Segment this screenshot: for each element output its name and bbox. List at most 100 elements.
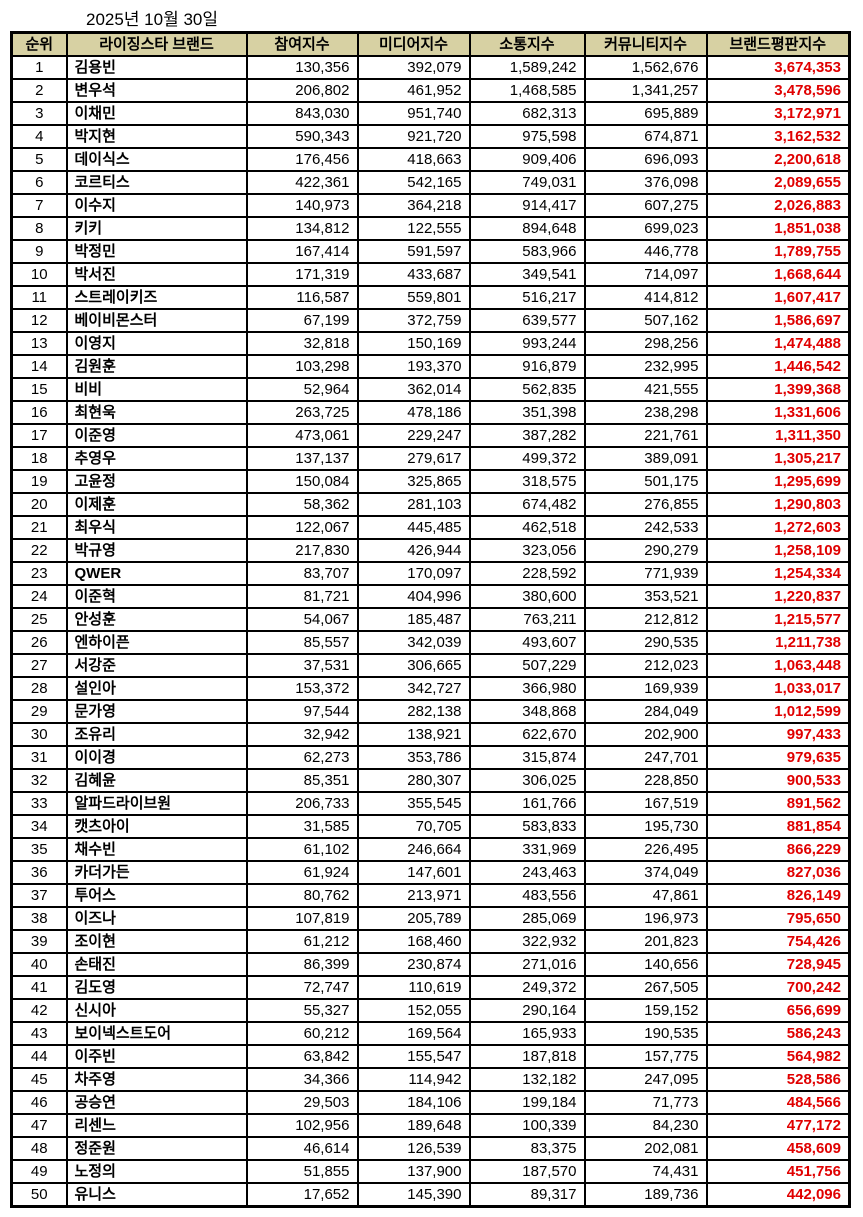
- table-row: 20 이제훈 58,362 281,103 674,482 276,855 1,290,80…: [10, 492, 851, 517]
- community-index-cell: 71,773: [583, 1090, 708, 1115]
- rank-cell: 11: [10, 285, 68, 310]
- table-row: 34 캣츠아이 31,585 70,705 583,833 195,730 881,854: [10, 814, 851, 839]
- communication-index-cell: 909,406: [468, 147, 586, 172]
- community-index-cell: 159,152: [583, 998, 708, 1023]
- reputation-index-cell: 656,699: [705, 998, 851, 1023]
- community-index-cell: 298,256: [583, 331, 708, 356]
- media-index-cell: 189,648: [356, 1113, 471, 1138]
- reputation-index-cell: 1,290,803: [705, 492, 851, 517]
- participation-index-cell: 116,587: [245, 285, 359, 310]
- brand-name-cell: 문가영: [65, 699, 248, 724]
- participation-index-cell: 37,531: [245, 653, 359, 678]
- rank-cell: 32: [10, 768, 68, 793]
- brand-name-cell: 박정민: [65, 239, 248, 264]
- table-row: 27 서강준 37,531 306,665 507,229 212,023 1,063,44…: [10, 653, 851, 678]
- rank-cell: 3: [10, 101, 68, 126]
- communication-index-cell: 290,164: [468, 998, 586, 1023]
- column-header-brand: 라이징스타 브랜드: [65, 31, 248, 57]
- rank-cell: 28: [10, 676, 68, 701]
- communication-index-cell: 639,577: [468, 308, 586, 333]
- brand-name-cell: 차주영: [65, 1067, 248, 1092]
- reputation-index-cell: 979,635: [705, 745, 851, 770]
- media-index-cell: 478,186: [356, 400, 471, 425]
- media-index-cell: 137,900: [356, 1159, 471, 1184]
- communication-index-cell: 916,879: [468, 354, 586, 379]
- table-row: 32 김혜윤 85,351 280,307 306,025 228,850 900,533: [10, 768, 851, 793]
- participation-index-cell: 61,924: [245, 860, 359, 885]
- participation-index-cell: 85,351: [245, 768, 359, 793]
- reputation-index-cell: 881,854: [705, 814, 851, 839]
- column-header-reputation: 브랜드평판지수: [705, 31, 851, 57]
- media-index-cell: 152,055: [356, 998, 471, 1023]
- reputation-index-cell: 1,668,644: [705, 262, 851, 287]
- communication-index-cell: 249,372: [468, 975, 586, 1000]
- rank-cell: 12: [10, 308, 68, 333]
- reputation-index-cell: 442,096: [705, 1182, 851, 1208]
- rank-cell: 16: [10, 400, 68, 425]
- brand-name-cell: 스트레이키즈: [65, 285, 248, 310]
- table-row: 12 베이비몬스터 67,199 372,759 639,577 507,162 1,586…: [10, 308, 851, 333]
- media-index-cell: 362,014: [356, 377, 471, 402]
- reputation-index-cell: 1,399,368: [705, 377, 851, 402]
- table-row: 28 설인아 153,372 342,727 366,980 169,939 1,033,0…: [10, 676, 851, 701]
- reputation-index-cell: 484,566: [705, 1090, 851, 1115]
- communication-index-cell: 749,031: [468, 170, 586, 195]
- community-index-cell: 226,495: [583, 837, 708, 862]
- communication-index-cell: 516,217: [468, 285, 586, 310]
- participation-index-cell: 31,585: [245, 814, 359, 839]
- communication-index-cell: 583,966: [468, 239, 586, 264]
- communication-index-cell: 1,589,242: [468, 55, 586, 80]
- rank-cell: 50: [10, 1182, 68, 1208]
- rank-cell: 36: [10, 860, 68, 885]
- participation-index-cell: 263,725: [245, 400, 359, 425]
- brand-name-cell: 공승연: [65, 1090, 248, 1115]
- participation-index-cell: 150,084: [245, 469, 359, 494]
- table-row: 24 이준혁 81,721 404,996 380,600 353,521 1,220,83…: [10, 584, 851, 609]
- table-row: 40 손태진 86,399 230,874 271,016 140,656 728,945: [10, 952, 851, 977]
- community-index-cell: 771,939: [583, 561, 708, 586]
- media-index-cell: 342,727: [356, 676, 471, 701]
- reputation-index-cell: 2,200,618: [705, 147, 851, 172]
- rank-cell: 40: [10, 952, 68, 977]
- participation-index-cell: 54,067: [245, 607, 359, 632]
- media-index-cell: 279,617: [356, 446, 471, 471]
- communication-index-cell: 1,468,585: [468, 78, 586, 103]
- participation-index-cell: 80,762: [245, 883, 359, 908]
- rank-cell: 41: [10, 975, 68, 1000]
- reputation-index-cell: 1,063,448: [705, 653, 851, 678]
- participation-index-cell: 167,414: [245, 239, 359, 264]
- brand-name-cell: 유니스: [65, 1182, 248, 1208]
- media-index-cell: 213,971: [356, 883, 471, 908]
- participation-index-cell: 51,855: [245, 1159, 359, 1184]
- rank-cell: 37: [10, 883, 68, 908]
- reputation-index-cell: 1,607,417: [705, 285, 851, 310]
- participation-index-cell: 171,319: [245, 262, 359, 287]
- communication-index-cell: 493,607: [468, 630, 586, 655]
- table-row: 8 키키 134,812 122,555 894,648 699,023 1,851,038: [10, 216, 851, 241]
- participation-index-cell: 32,818: [245, 331, 359, 356]
- brand-name-cell: 이주빈: [65, 1044, 248, 1069]
- rank-cell: 33: [10, 791, 68, 816]
- table-row: 44 이주빈 63,842 155,547 187,818 157,775 564,982: [10, 1044, 851, 1069]
- rank-cell: 38: [10, 906, 68, 931]
- reputation-index-cell: 700,242: [705, 975, 851, 1000]
- brand-name-cell: 김원훈: [65, 354, 248, 379]
- participation-index-cell: 60,212: [245, 1021, 359, 1046]
- media-index-cell: 150,169: [356, 331, 471, 356]
- community-index-cell: 221,761: [583, 423, 708, 448]
- communication-index-cell: 763,211: [468, 607, 586, 632]
- communication-index-cell: 914,417: [468, 193, 586, 218]
- media-index-cell: 70,705: [356, 814, 471, 839]
- participation-index-cell: 67,199: [245, 308, 359, 333]
- reputation-index-cell: 1,789,755: [705, 239, 851, 264]
- communication-index-cell: 100,339: [468, 1113, 586, 1138]
- media-index-cell: 205,789: [356, 906, 471, 931]
- table-row: 23 QWER 83,707 170,097 228,592 771,939 1,254,3…: [10, 561, 851, 586]
- community-index-cell: 696,093: [583, 147, 708, 172]
- communication-index-cell: 682,313: [468, 101, 586, 126]
- brand-name-cell: 박서진: [65, 262, 248, 287]
- participation-index-cell: 61,102: [245, 837, 359, 862]
- table-row: 49 노정의 51,855 137,900 187,570 74,431 451,756: [10, 1159, 851, 1184]
- rank-cell: 10: [10, 262, 68, 287]
- table-row: 11 스트레이키즈 116,587 559,801 516,217 414,812 1,60…: [10, 285, 851, 310]
